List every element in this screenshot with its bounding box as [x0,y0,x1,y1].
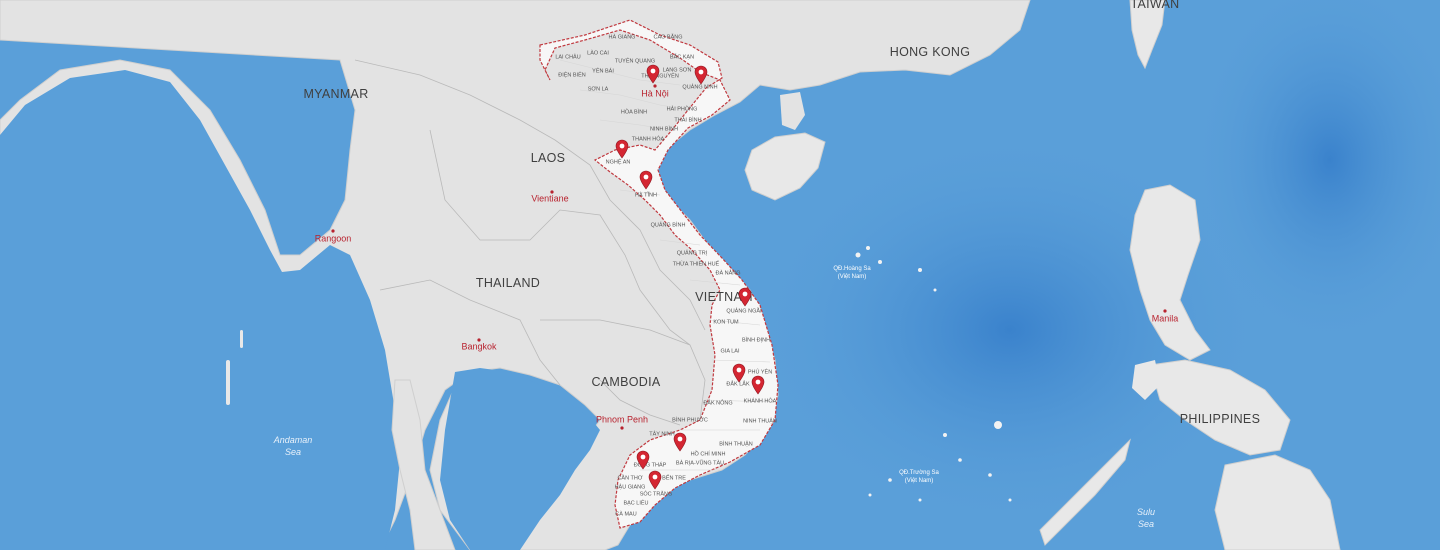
province-label-thai-binh: THÁI BÌNH [674,117,702,124]
visayas-islands [1149,359,1291,456]
capital-dot-rangoon [331,229,335,233]
province-label-khanh-hoa: KHÁNH HÒA [743,398,777,405]
province-label-dak-lak: ĐẮK LẮK [726,381,750,388]
province-label-lai-chau: LAI CHÂU [555,54,581,61]
country-label-hong-kong: HONG KONG [889,44,971,59]
taiwan-island [1129,0,1166,70]
country-label-taiwan: TAIWAN [1130,0,1180,11]
province-label-yen-bai: YÊN BÁI [592,68,614,75]
deep-sea-area-east [1190,0,1440,350]
province-label-ninh-thuan: NINH THUẬN [743,418,777,425]
province-label-thanh-hoa: THANH HÓA [631,136,665,143]
province-label-can-tho: CẦN THƠ [617,475,643,482]
mindanao-island [1214,454,1341,550]
sea-label-sulu: Sulu Sea [1136,506,1156,529]
province-label-ca-mau: CÀ MAU [615,511,637,518]
province-label-thai-nguyen: THÁI NGUYÊN [641,73,679,80]
mindoro-island [1132,360,1160,400]
luzon-island [1129,184,1211,361]
map-pin-icon[interactable] [738,287,752,307]
spratly-islands [868,421,1012,502]
province-label-hau-giang: HẬU GIANG [614,484,646,491]
sea-label-andaman: Andaman Sea [273,434,313,457]
palawan-island [1039,438,1131,546]
province-label-nghe-an: NGHỆ AN [605,159,631,166]
city-label-vientiane: Vientiane [531,193,569,204]
country-label-vietnam: VIETNAM [695,289,753,304]
province-label-ba-ria-vung-tau: BÀ RỊA-VŨNG TÀU [675,460,725,467]
province-label-hoa-binh: HÒA BÌNH [620,109,648,116]
province-label-quang-ninh: QUẢNG NINH [682,84,718,91]
capital-dot-hanoi [653,84,657,88]
island-label-hoang-sa: QĐ.Hoàng Sa (Việt Nam) [833,266,871,280]
province-label-ha-giang: HÀ GIANG [608,34,636,41]
map-pin-icon[interactable] [751,375,765,395]
province-borders [559,59,776,471]
map-pin-icon[interactable] [732,363,746,383]
city-label-phnom-penh: Phnom Penh [595,414,649,425]
capital-dot-vientiane [550,190,554,194]
province-label-thua-thien-hue: THỪA THIÊN HUẾ [672,261,720,268]
province-label-dak-nong: ĐẮK NÔNG [703,400,733,407]
map-pin-icon[interactable] [639,170,653,190]
province-label-cao-bang: CAO BẰNG [653,34,683,41]
map-pin-icon[interactable] [636,450,650,470]
bay-of-bengal [0,70,400,550]
andaman-islands [226,330,243,405]
capital-dot-phnom-penh [620,426,624,430]
capital-dot-manila [1163,309,1167,313]
map-pin-icon[interactable] [615,139,629,159]
province-label-tuyen-quang: TUYÊN QUANG [614,58,656,65]
province-label-binh-phuoc: BÌNH PHƯỚC [672,417,708,424]
city-label-bangkok: Bangkok [461,341,497,352]
province-label-ha-tinh: HÀ TĨNH [635,192,657,199]
gulf-of-thailand [440,368,600,550]
province-label-soc-trang: SÓC TRĂNG [639,491,673,498]
country-label-laos: LAOS [530,150,566,165]
map-pin-icon[interactable] [673,432,687,452]
leizhou-peninsula [780,92,805,130]
province-label-quang-ngai: QUẢNG NGÃI [726,308,762,315]
province-label-ninh-binh: NINH BÌNH [649,126,679,133]
province-label-quang-tri: QUẢNG TRỊ [676,250,708,257]
province-label-ben-tre: BẾN TRE [662,475,686,482]
province-label-hai-phong: HẢI PHÒNG [666,106,698,113]
province-label-dien-bien: ĐIỆN BIÊN [558,72,586,79]
province-label-lang-son: LẠNG SƠN [662,67,692,74]
country-label-thailand: THAILAND [475,275,541,290]
province-label-tay-ninh: TÂY NINH [649,431,675,438]
city-label-manila: Manila [1151,313,1179,324]
province-label-dong-thap: ĐỒNG THÁP [633,462,667,469]
province-label-gia-lai: GIA LAI [720,348,740,355]
city-label-rangoon: Rangoon [314,233,352,244]
province-label-bac-kan: BẮC KẠN [669,54,695,61]
province-label-ho-chi-minh: HỒ CHÍ MINH [690,451,726,458]
map-pin-icon[interactable] [694,65,708,85]
capital-dot-bangkok [477,338,481,342]
province-label-bac-lieu: BẠC LIÊU [623,500,649,507]
country-label-cambodia: CAMBODIA [591,374,661,389]
paracel-islands [855,246,937,292]
hainan-island [744,132,826,201]
province-label-da-nang: ĐÀ NẴNG [715,270,741,277]
map-pin-icon[interactable] [648,470,662,490]
vietnam-territory [539,19,779,529]
province-label-quang-binh: QUẢNG BÌNH [650,222,686,229]
country-label-myanmar: MYANMAR [303,86,369,101]
country-borders [354,59,706,426]
province-label-phu-yen: PHÚ YÊN [747,369,773,376]
province-label-lao-cai: LÀO CAI [587,50,609,57]
province-label-binh-dinh: BÌNH ĐỊNH [741,337,771,344]
province-label-kon-tum: KON TUM [713,319,739,326]
city-label-hanoi: Hà Nội [641,88,669,99]
province-label-son-la: SƠN LA [587,86,609,93]
island-label-truong-sa: QĐ.Trường Sa (Việt Nam) [899,470,939,484]
province-label-binh-thuan: BÌNH THUẬN [719,441,753,448]
malay-peninsula [391,379,456,550]
map-pin-icon[interactable] [646,64,660,84]
country-label-philippines: PHILIPPINES [1179,411,1261,426]
